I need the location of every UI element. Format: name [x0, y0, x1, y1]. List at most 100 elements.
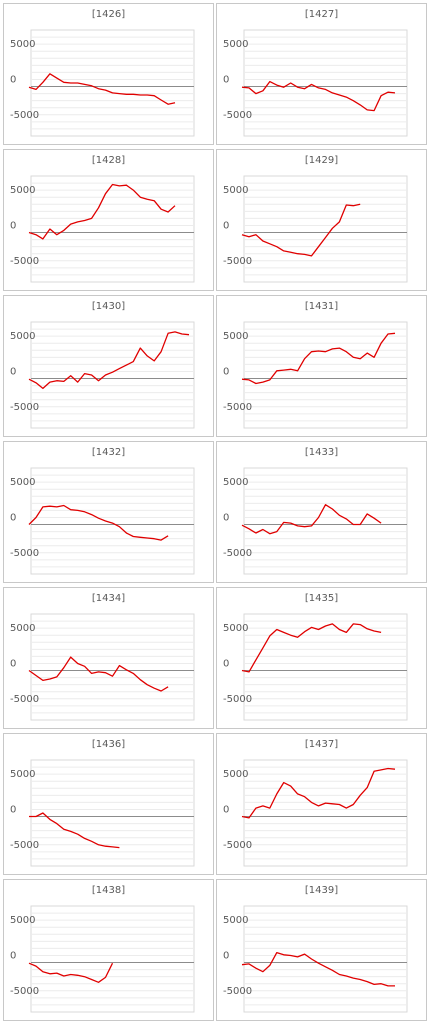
y-tick-label: 0	[10, 659, 16, 670]
chart-panel-1438: [1438] 5000 0 -5000	[3, 879, 214, 1021]
y-tick-label: 5000	[10, 39, 35, 50]
chart-panel-1433: [1433] 5000 0 -5000	[216, 441, 427, 583]
plot-area	[243, 321, 408, 429]
series-line	[241, 767, 396, 819]
chart-panel-1434: [1434] 5000 0 -5000	[3, 587, 214, 729]
y-tick-label: -5000	[10, 256, 39, 267]
chart-panel-1429: [1429] 5000 0 -5000	[216, 149, 427, 291]
chart-svg: 5000 0 -5000	[223, 905, 408, 1013]
y-tick-label: 5000	[223, 623, 248, 634]
chart-title: [1430]	[91, 301, 126, 312]
y-tick-label: 0	[223, 659, 229, 670]
y-tick-label: 5000	[10, 623, 35, 634]
chart-title-text: 1427	[308, 9, 335, 20]
y-tick-label: -5000	[10, 110, 39, 121]
y-tick-label: -5000	[223, 402, 252, 413]
y-tick-label: -5000	[10, 548, 39, 559]
y-tick-label: -5000	[223, 256, 252, 267]
plot-area	[30, 321, 195, 429]
chart-title-text: 1429	[308, 155, 335, 166]
y-tick-label: 0	[10, 951, 16, 962]
y-tick-label: 0	[223, 513, 229, 524]
y-tick-label: -5000	[10, 840, 39, 851]
y-tick-label: -5000	[223, 840, 252, 851]
y-tick-label: 0	[223, 367, 229, 378]
y-tick-label: 0	[10, 221, 16, 232]
series-line	[241, 623, 382, 673]
chart-svg: 5000 0 -5000	[10, 467, 195, 575]
chart-title: [1435]	[304, 593, 339, 604]
plot-area	[30, 467, 195, 575]
chart-svg: 5000 0 -5000	[10, 613, 195, 721]
chart-svg: 5000 0 -5000	[223, 613, 408, 721]
chart-title: [1429]	[304, 155, 339, 166]
chart-title: [1434]	[91, 593, 126, 604]
chart-svg: 5000 0 -5000	[10, 321, 195, 429]
chart-title-text: 1430	[95, 301, 122, 312]
series-line	[241, 332, 396, 385]
series-line	[28, 73, 176, 105]
series-line	[241, 951, 395, 987]
plot-area	[243, 905, 408, 1013]
y-tick-label: 5000	[223, 477, 248, 488]
y-tick-label: 5000	[10, 331, 35, 342]
y-tick-label: 0	[10, 805, 16, 816]
chart-title: [1432]	[91, 447, 126, 458]
series-line	[28, 183, 176, 240]
plot-area	[243, 467, 408, 575]
y-tick-label: 0	[10, 513, 16, 524]
y-tick-label: 0	[10, 367, 16, 378]
plot-area	[243, 613, 408, 721]
chart-svg: 5000 0 -5000	[223, 29, 408, 137]
series-line	[28, 656, 169, 692]
y-tick-label: 5000	[10, 769, 35, 780]
plot-area	[30, 29, 195, 137]
chart-panel-1435: [1435] 5000 0 -5000	[216, 587, 427, 729]
chart-panel-1428: [1428] 5000 0 -5000	[3, 149, 214, 291]
y-tick-label: 5000	[223, 331, 248, 342]
plot-area	[243, 759, 408, 867]
chart-title-text: 1428	[95, 155, 122, 166]
chart-svg: 5000 0 -5000	[223, 759, 408, 867]
plot-area	[30, 759, 195, 867]
chart-title: [1426]	[91, 9, 126, 20]
plot-area	[243, 29, 408, 137]
chart-title: [1436]	[91, 739, 126, 750]
chart-svg: 5000 0 -5000	[10, 759, 195, 867]
y-tick-label: 5000	[223, 769, 248, 780]
plot-area	[30, 613, 195, 721]
series-line	[241, 80, 396, 112]
chart-title-text: 1437	[308, 739, 335, 750]
chart-title-text: 1432	[95, 447, 122, 458]
chart-svg: 5000 0 -5000	[223, 467, 408, 575]
plot-area	[30, 175, 195, 283]
chart-panel-1431: [1431] 5000 0 -5000	[216, 295, 427, 437]
y-tick-label: 5000	[223, 39, 248, 50]
y-tick-label: -5000	[223, 110, 252, 121]
chart-panel-1426: [1426] 5000 0 -5000	[3, 3, 214, 145]
chart-title-text: 1435	[308, 593, 335, 604]
chart-panel-1427: [1427] 5000 0 -5000	[216, 3, 427, 145]
y-tick-label: 5000	[10, 915, 35, 926]
chart-title-text: 1434	[95, 593, 122, 604]
chart-title-text: 1436	[95, 739, 122, 750]
chart-title: [1433]	[304, 447, 339, 458]
y-tick-label: 5000	[223, 185, 248, 196]
chart-title-text: 1426	[95, 9, 122, 20]
y-tick-label: 5000	[223, 915, 248, 926]
series-line	[241, 203, 361, 257]
chart-svg: 5000 0 -5000	[10, 905, 195, 1013]
chart-title-text: 1433	[308, 447, 335, 458]
chart-title-text: 1438	[95, 885, 122, 896]
chart-title: [1438]	[91, 885, 126, 896]
chart-title: [1428]	[91, 155, 126, 166]
y-tick-label: -5000	[10, 694, 39, 705]
y-tick-label: 0	[223, 951, 229, 962]
chart-svg: 5000 0 -5000	[10, 29, 195, 137]
chart-panel-1439: [1439] 5000 0 -5000	[216, 879, 427, 1021]
y-tick-label: 5000	[10, 477, 35, 488]
plot-area	[30, 905, 195, 1013]
y-tick-label: 0	[223, 805, 229, 816]
series-line	[28, 331, 190, 390]
